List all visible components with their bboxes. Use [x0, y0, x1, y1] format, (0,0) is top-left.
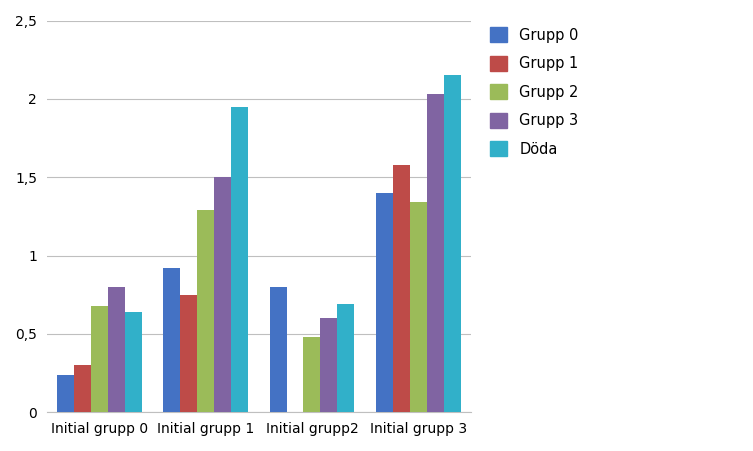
- Bar: [57, 375, 75, 412]
- Bar: [197, 210, 215, 412]
- Bar: [444, 75, 461, 412]
- Legend: Grupp 0, Grupp 1, Grupp 2, Grupp 3, Döda: Grupp 0, Grupp 1, Grupp 2, Grupp 3, Döda: [483, 20, 586, 164]
- Bar: [163, 268, 181, 412]
- Bar: [75, 365, 91, 412]
- Bar: [181, 295, 197, 412]
- Bar: [270, 287, 287, 412]
- Bar: [125, 312, 142, 412]
- Bar: [303, 337, 321, 412]
- Bar: [376, 193, 392, 412]
- Bar: [321, 318, 337, 412]
- Bar: [410, 202, 427, 412]
- Bar: [108, 287, 125, 412]
- Bar: [231, 107, 248, 412]
- Bar: [427, 94, 444, 412]
- Bar: [215, 177, 231, 412]
- Bar: [392, 165, 410, 412]
- Bar: [337, 304, 355, 412]
- Bar: [91, 306, 108, 412]
